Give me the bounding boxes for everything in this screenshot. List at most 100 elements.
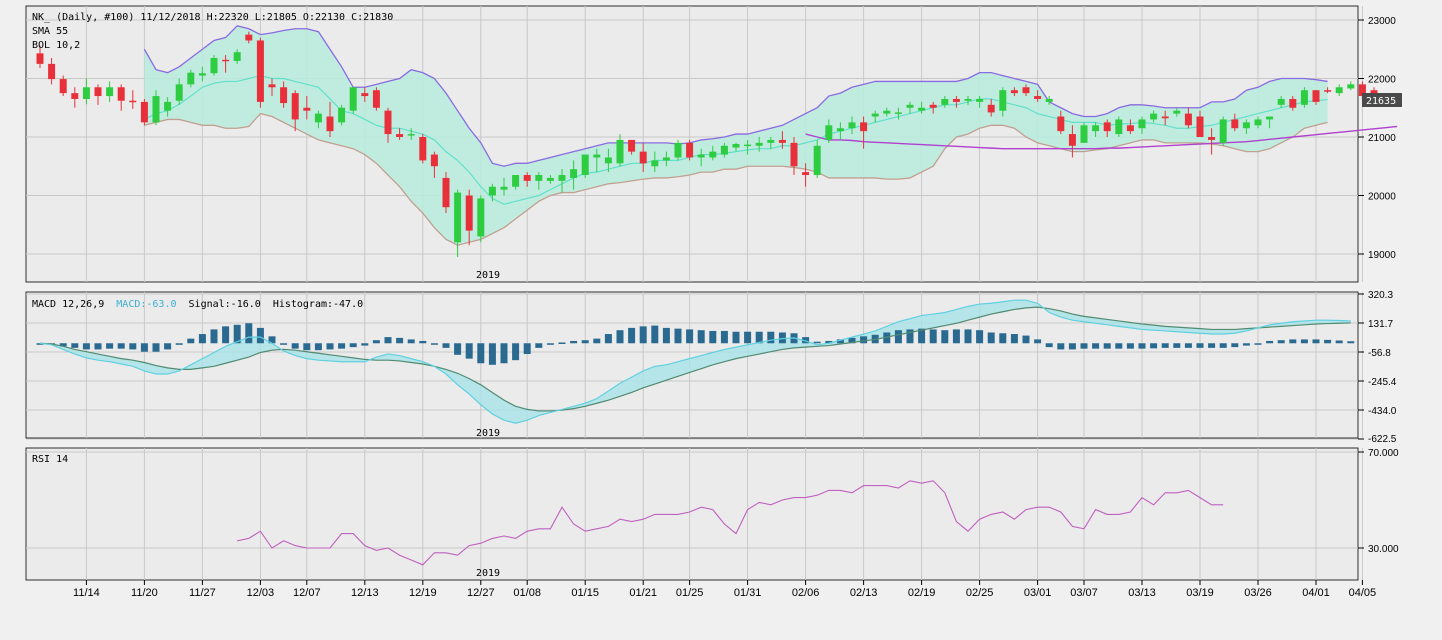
candle-up <box>314 110 322 129</box>
macd-histogram-bar <box>233 324 241 344</box>
macd-histogram-bar <box>71 343 79 348</box>
macd-histogram-bar <box>674 328 682 344</box>
candle-body <box>1092 125 1100 132</box>
candle-down <box>465 189 473 246</box>
macd-y-tick-label: 131.7 <box>1368 319 1393 330</box>
candle-body <box>535 175 543 181</box>
candle-up <box>906 101 914 114</box>
rsi-line <box>237 480 1224 566</box>
candle-body <box>117 87 125 101</box>
price-y-tick-label: 23000 <box>1368 16 1396 27</box>
x-tick-label: 12/19 <box>409 587 437 599</box>
candle-up <box>964 96 972 105</box>
macd-histogram-bar <box>140 343 148 352</box>
candle-body <box>581 154 589 176</box>
candle-body <box>952 98 960 102</box>
macd-histogram-bar <box>825 340 833 344</box>
macd-histogram-bar <box>628 327 636 344</box>
sma-label: SMA 55 <box>32 26 68 37</box>
candle-up <box>488 183 496 202</box>
macd-histogram-bar <box>732 331 740 344</box>
candle-up <box>1254 116 1262 129</box>
macd-legend: MACD 12,26,9 MACD:-63.0 Signal:-16.0 His… <box>32 299 363 310</box>
candle-body <box>906 104 914 108</box>
price-y-tick-label: 19000 <box>1368 250 1396 261</box>
candle-body <box>628 139 636 152</box>
candle-down <box>523 172 531 187</box>
candle-down <box>430 151 438 178</box>
candle-body <box>349 87 357 111</box>
candle-body <box>48 63 56 80</box>
candle-body <box>1277 98 1285 105</box>
candle-body <box>1300 90 1308 105</box>
candle-body <box>1324 90 1332 92</box>
candle-body <box>1242 122 1250 129</box>
macd-histogram-bar <box>1034 339 1042 344</box>
macd-histogram-bar <box>372 340 380 344</box>
candle-body <box>767 139 775 143</box>
candle-down <box>117 84 125 111</box>
candle-body <box>674 142 682 158</box>
candle-body <box>744 144 752 147</box>
candle-body <box>604 157 612 164</box>
macd-histogram-bar <box>419 340 427 344</box>
macd-line <box>39 299 1351 424</box>
macd-histogram-bar <box>976 330 984 344</box>
candle-body <box>500 186 508 190</box>
macd-histogram-bar <box>1173 343 1181 348</box>
x-tick-label: 03/13 <box>1128 587 1156 599</box>
macd-histogram-bar <box>430 343 438 345</box>
candle-body <box>964 98 972 101</box>
x-tick-label: 03/01 <box>1024 587 1052 599</box>
candle-up <box>500 177 508 196</box>
candle-body <box>929 104 937 108</box>
macd-histogram-bar <box>1208 343 1216 348</box>
rsi-title: RSI 14 <box>32 454 68 465</box>
macd-histogram-bar <box>639 326 647 344</box>
macd-histogram-bar <box>407 339 415 344</box>
macd-histogram-bar <box>256 327 264 344</box>
candle-body <box>256 40 264 102</box>
candle-body <box>1173 110 1181 114</box>
candle-body <box>546 177 554 181</box>
macd-histogram-bar <box>1150 343 1158 349</box>
candle-down <box>396 128 404 140</box>
macd-histogram-bar <box>1289 339 1297 344</box>
candle-body <box>372 90 380 108</box>
x-tick-label: 11/14 <box>73 587 100 599</box>
macd-y-tick-label: -245.4 <box>1368 377 1397 388</box>
candle-body <box>836 128 844 132</box>
candle-up <box>941 96 949 108</box>
candle-body <box>488 186 496 196</box>
candle-body <box>175 84 183 101</box>
candle-down <box>1022 84 1030 97</box>
macd-histogram-bar <box>198 334 206 344</box>
macd-histogram-bar <box>222 326 230 344</box>
macd-histogram-bar <box>465 343 473 359</box>
candle-body <box>1219 119 1227 143</box>
macd-histogram-bar <box>1312 339 1320 344</box>
macd-histogram-bar <box>1266 340 1274 344</box>
macd-histogram-bar <box>1010 334 1018 344</box>
candle-up <box>1300 87 1308 108</box>
macd-y-tick-label: -56.8 <box>1368 348 1391 359</box>
candle-down <box>1312 90 1320 105</box>
macd-histogram-bar <box>755 331 763 344</box>
macd-histogram-bar <box>1092 343 1100 349</box>
macd-histogram-bar <box>164 343 172 350</box>
macd-histogram-bar <box>454 343 462 355</box>
macd-histogram-bar <box>129 343 137 350</box>
macd-histogram-bar <box>384 337 392 344</box>
macd-histogram-bar <box>280 343 288 345</box>
macd-histogram-bar <box>488 343 496 365</box>
candle-body <box>686 142 694 158</box>
candle-up <box>477 195 485 243</box>
candle-up <box>1115 116 1123 137</box>
candle-down <box>1289 96 1297 111</box>
macd-histogram-bar <box>210 329 218 344</box>
candle-body <box>268 84 276 88</box>
macd-histogram-bar <box>941 330 949 344</box>
candle-down <box>1057 110 1065 135</box>
macd-histogram-bar <box>477 343 485 364</box>
candle-body <box>187 72 195 85</box>
